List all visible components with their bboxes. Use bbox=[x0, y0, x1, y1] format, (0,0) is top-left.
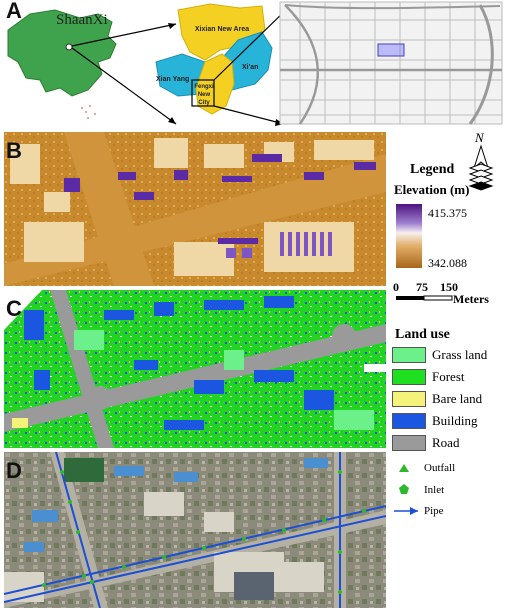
region-label-xixian: Xixian New Area bbox=[194, 26, 250, 33]
panel-label-c: C bbox=[6, 296, 22, 321]
land-use-legend-title: Land use bbox=[395, 327, 450, 342]
scale-tick-0: 0 bbox=[393, 280, 399, 294]
building-swatch bbox=[392, 413, 426, 429]
inlet-icon bbox=[399, 484, 409, 494]
elevation-color-ramp bbox=[396, 204, 422, 268]
panel-label-b: B bbox=[6, 138, 22, 163]
grass-label: Grass land bbox=[432, 347, 488, 362]
province-label: ShaanXi bbox=[56, 12, 108, 28]
south-china-sea-islands bbox=[81, 105, 96, 119]
panel-label-d: D bbox=[6, 458, 22, 483]
legend-item-forest: Forest bbox=[392, 368, 465, 386]
elevation-max: 415.375 bbox=[428, 206, 467, 220]
legend-title: Legend bbox=[410, 162, 455, 177]
legend-item-bare: Bare land bbox=[392, 390, 482, 408]
grass-swatch bbox=[392, 347, 426, 363]
panel-a-graphics bbox=[7, 1, 503, 126]
street-map bbox=[279, 1, 503, 125]
legend-item-grass: Grass land bbox=[392, 346, 487, 364]
scale-bar bbox=[396, 295, 453, 301]
scale-tick-75: 75 bbox=[416, 280, 428, 294]
satellite-pipe-map bbox=[4, 452, 386, 608]
pipe-label: Pipe bbox=[424, 505, 444, 517]
north-arrow bbox=[468, 144, 494, 191]
outfall-icon bbox=[399, 464, 409, 472]
region-label-xianyang: Xian Yang bbox=[156, 76, 190, 83]
inlet-label: Inlet bbox=[424, 484, 445, 496]
forest-label: Forest bbox=[432, 369, 465, 384]
elevation-map bbox=[4, 132, 386, 286]
shaanxi-marker bbox=[65, 43, 73, 51]
bare-swatch bbox=[392, 391, 426, 407]
inlet-markers bbox=[42, 470, 366, 594]
region-label-fengxi: Fengxi New City bbox=[194, 84, 214, 106]
legend-item-road: Road bbox=[392, 434, 459, 452]
elevation-label: Elevation (m) bbox=[394, 182, 470, 197]
north-label: N bbox=[475, 130, 484, 145]
elevation-min: 342.088 bbox=[428, 256, 467, 270]
land-use-map bbox=[4, 290, 386, 448]
building-label: Building bbox=[432, 413, 478, 428]
scale-unit: Meters bbox=[453, 292, 489, 306]
region-label-xian: Xi'an bbox=[242, 64, 259, 71]
pipe-legend-symbols bbox=[394, 464, 418, 515]
panel-label-a: A bbox=[6, 0, 22, 23]
scale-tick-150: 150 bbox=[440, 280, 458, 294]
road-swatch bbox=[392, 435, 426, 451]
legend-item-building: Building bbox=[392, 412, 478, 430]
forest-swatch bbox=[392, 369, 426, 385]
study-area-box bbox=[377, 43, 405, 57]
road-label: Road bbox=[432, 435, 460, 450]
fengxi-highlight-box bbox=[191, 79, 215, 107]
bare-label: Bare land bbox=[432, 391, 483, 406]
outfall-label: Outfall bbox=[424, 462, 456, 474]
